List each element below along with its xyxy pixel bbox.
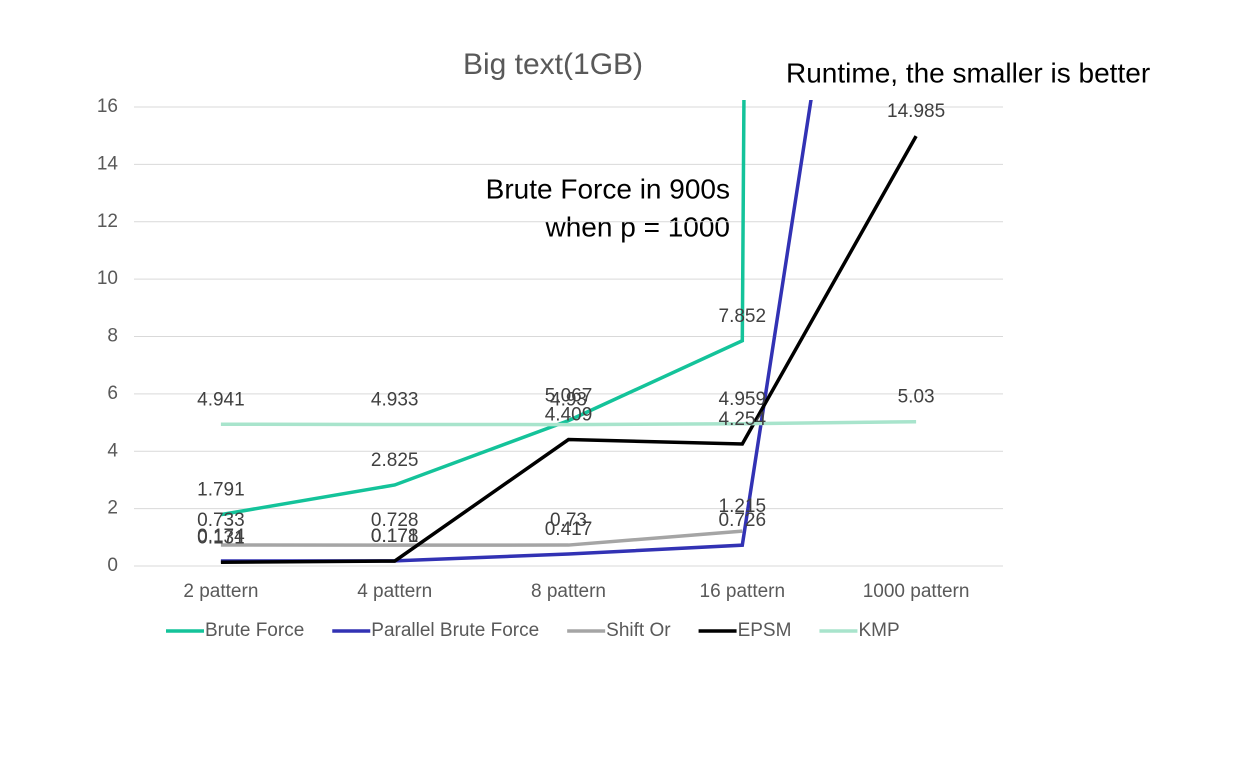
data-label: 7.852	[719, 306, 767, 327]
data-label: 1.791	[197, 480, 245, 501]
y-tick-label: 10	[97, 268, 118, 289]
y-tick-label: 6	[107, 383, 118, 404]
data-label: 0.171	[371, 526, 419, 547]
x-tick-label: 8 pattern	[531, 581, 606, 602]
data-label: 14.985	[887, 101, 945, 122]
y-tick-label: 8	[107, 326, 118, 347]
legend-label: EPSM	[738, 620, 792, 641]
data-label: 0.733	[197, 510, 245, 531]
data-label: 4.959	[719, 389, 767, 410]
y-tick-label: 2	[107, 498, 118, 519]
data-label: 4.933	[371, 390, 419, 411]
annotation: when p = 1000	[545, 211, 731, 242]
data-label: 5.067	[545, 386, 593, 407]
data-label: 0.728	[371, 510, 419, 531]
y-tick-label: 14	[97, 153, 119, 174]
data-label: 4.254	[719, 409, 767, 430]
data-label: 2.825	[371, 450, 419, 471]
data-label: 0.726	[719, 510, 767, 531]
y-tick-label: 4	[107, 440, 118, 461]
x-tick-label: 16 pattern	[700, 581, 786, 602]
series-line	[220, 100, 746, 517]
annotation: Brute Force in 900s	[486, 173, 730, 204]
series-line	[220, 529, 743, 547]
plot-area	[220, 100, 918, 564]
y-tick-label: 12	[97, 211, 118, 232]
x-tick-label: 1000 pattern	[863, 581, 970, 602]
data-label: 4.409	[545, 405, 593, 426]
legend-label: Brute Force	[205, 620, 304, 641]
legend-label: Parallel Brute Force	[371, 620, 539, 641]
data-label: 0.131	[197, 527, 245, 548]
data-label: 0.73	[550, 510, 587, 531]
data-label: 0.417	[545, 519, 593, 540]
data-label: 5.03	[898, 387, 935, 408]
series-line	[220, 419, 917, 427]
data-label: 4.941	[197, 389, 245, 410]
x-tick-label: 2 pattern	[183, 581, 258, 602]
chart-title: Big text(1GB)	[463, 48, 643, 81]
data-label: 0.178	[371, 526, 419, 547]
legend-label: KMP	[858, 620, 899, 641]
series-line	[220, 135, 918, 564]
annotation: Runtime, the smaller is better	[786, 57, 1150, 88]
x-tick-label: 4 pattern	[357, 581, 432, 602]
data-label: 1.215	[719, 496, 767, 517]
legend-label: Shift Or	[606, 620, 671, 641]
y-tick-label: 0	[107, 555, 118, 576]
y-tick-label: 16	[97, 96, 118, 117]
data-label: 0.174	[197, 526, 245, 547]
data-label: 4.93	[550, 390, 587, 411]
